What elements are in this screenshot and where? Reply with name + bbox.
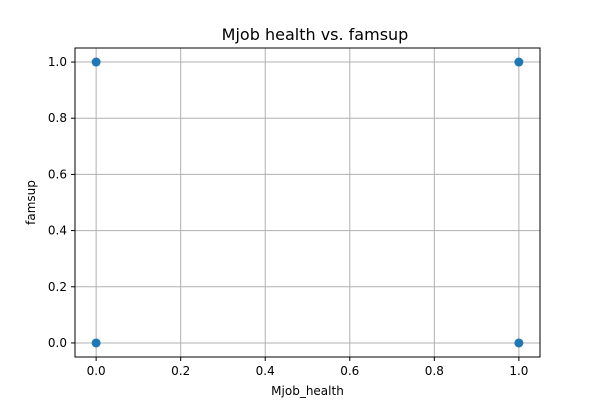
plot-area-frame: [74, 47, 541, 358]
y-tick-label: 0.2: [48, 280, 67, 294]
data-points: [91, 57, 524, 348]
y-tick-label: 0.6: [48, 167, 67, 181]
x-tick-label: 1.0: [509, 364, 528, 378]
y-tick-label: 0.4: [48, 224, 67, 238]
x-tick-label: 0.8: [425, 364, 444, 378]
y-axis-ticks: 0.0 0.2 0.4 0.6 0.8 1.0: [48, 55, 75, 350]
scatter-point: [514, 338, 524, 348]
x-tick-label: 0.0: [87, 364, 106, 378]
grid-lines: [75, 48, 540, 357]
y-axis-label: famsup: [24, 180, 38, 225]
chart-title: Mjob health vs. famsup: [222, 25, 409, 44]
scatter-point: [91, 338, 101, 348]
x-axis-ticks: 0.0 0.2 0.4 0.6 0.8 1.0: [87, 357, 528, 378]
x-axis-label: Mjob_health: [271, 384, 344, 398]
y-tick-label: 1.0: [48, 55, 67, 69]
y-tick-label: 0.0: [48, 336, 67, 350]
x-tick-label: 0.2: [171, 364, 190, 378]
scatter-point: [514, 57, 524, 67]
x-tick-label: 0.6: [340, 364, 359, 378]
x-tick-label: 0.4: [256, 364, 275, 378]
y-tick-label: 0.8: [48, 111, 67, 125]
scatter-point: [91, 57, 101, 67]
